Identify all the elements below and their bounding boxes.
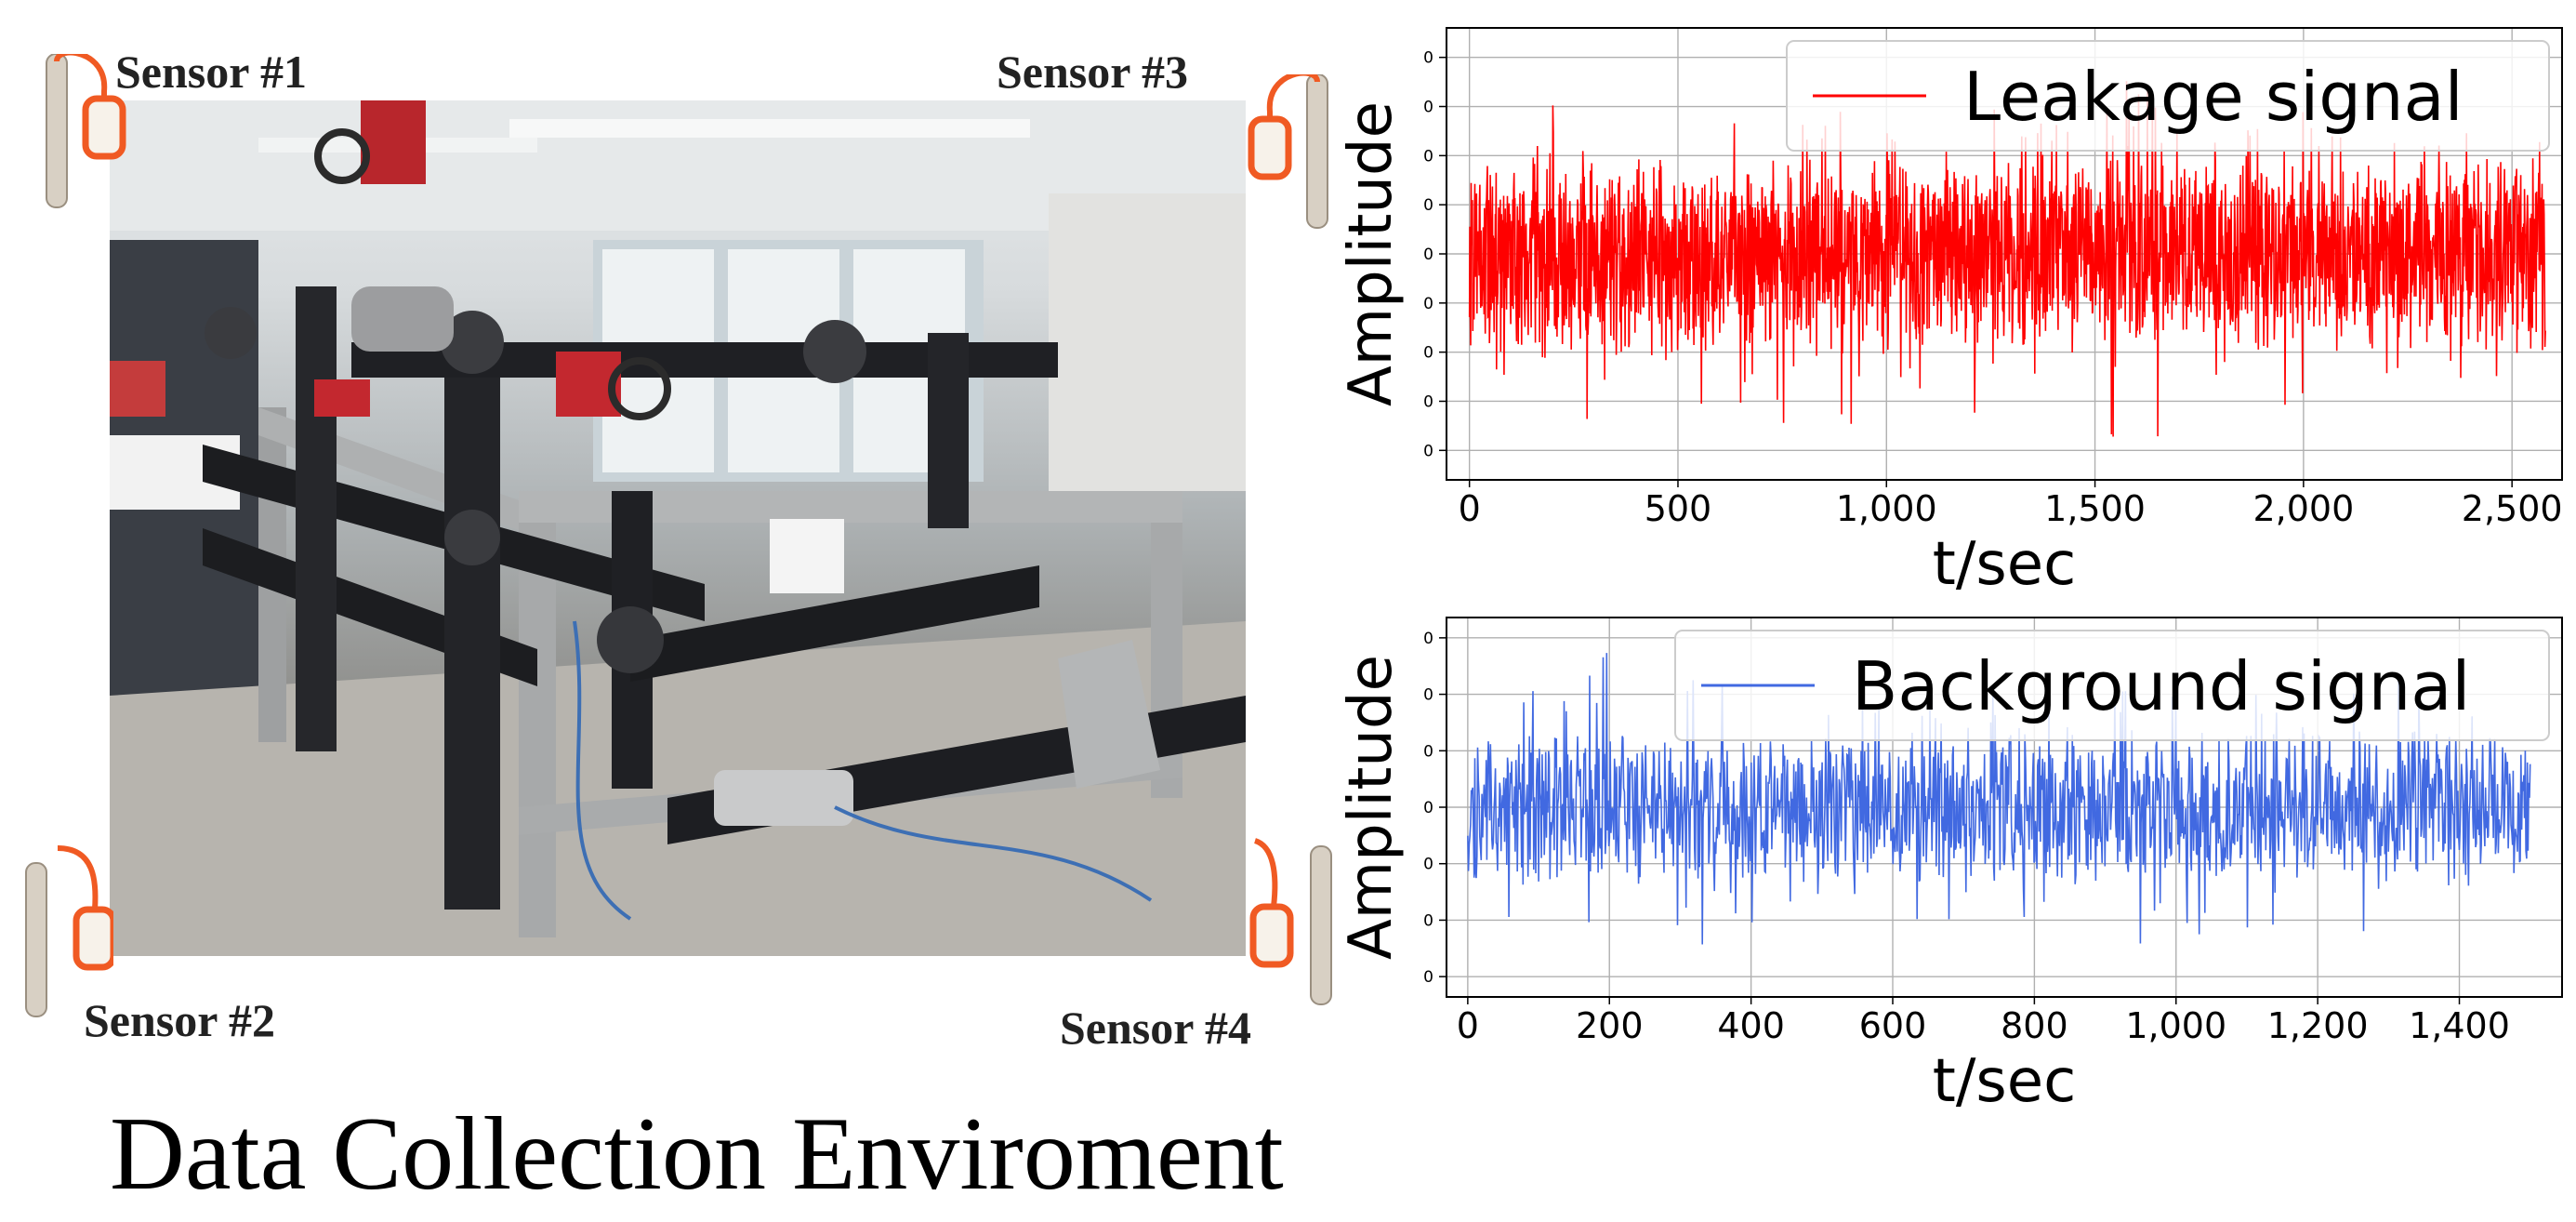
leakage-chart-legend-label: Leakage signal xyxy=(1963,58,2464,136)
leakage-chart-y-tick-label: 0 xyxy=(1423,442,1433,460)
pipe-rig-photo xyxy=(110,100,1246,956)
background-chart-y-tick-label: 0 xyxy=(1423,968,1433,987)
leakage-chart-y-tick-label: 0 xyxy=(1423,147,1433,166)
leakage-chart-y-tick-label: 0 xyxy=(1423,246,1433,264)
leakage-chart-y-tick-label: 0 xyxy=(1423,196,1433,215)
pipe-rig-illustration xyxy=(110,100,1246,956)
background-chart-y-tick-label: 0 xyxy=(1423,799,1433,817)
leakage-chart-plot-frame xyxy=(1446,27,2563,481)
background-chart-y-tick-label: 0 xyxy=(1423,911,1433,930)
leakage-chart-y-tick-label: 0 xyxy=(1423,344,1433,363)
leakage-chart-x-tick-label: 2,500 xyxy=(2462,488,2563,529)
sensor-2-label: Sensor #2 xyxy=(84,994,276,1046)
leakage-chart-x-tick-label: 500 xyxy=(1645,488,1712,529)
sensor-1-label: Sensor #1 xyxy=(115,46,308,98)
leakage-chart-y-tick-label: 0 xyxy=(1423,49,1433,68)
leakage-chart-y-axis-label: Amplitude xyxy=(1339,101,1406,406)
background-chart-x-tick-label: 0 xyxy=(1457,1005,1479,1046)
background-chart-x-tick-label: 800 xyxy=(2001,1005,2068,1046)
sensor-3-icon xyxy=(1248,74,1328,229)
leakage-chart-x-tick-label: 0 xyxy=(1459,488,1481,529)
background-signal-chart: 0 0 0 0 0 0 0 0 200 400 600 800 1,000 1,200 1,400 Backg… xyxy=(1339,617,2563,1116)
leakage-chart-y-tick-label: 0 xyxy=(1423,295,1433,313)
sensor-3-label: Sensor #3 xyxy=(997,46,1189,98)
leakage-chart-legend-box xyxy=(1786,40,2550,152)
background-chart-x-tick-label: 1,400 xyxy=(2409,1005,2510,1046)
data-collection-panel: Sensor #1 Sensor #3 Sensor #2 Sensor #4 … xyxy=(25,46,1332,1212)
background-chart-y-tick-label: 0 xyxy=(1423,630,1433,648)
background-chart-x-tick-label: 1,200 xyxy=(2267,1005,2369,1046)
leakage-chart-x-tick-label: 2,000 xyxy=(2252,488,2354,529)
leakage-chart-series-line xyxy=(1468,81,2546,437)
background-chart-x-tick-label: 1,000 xyxy=(2125,1005,2226,1046)
background-chart-x-axis-label: t/sec xyxy=(1933,1047,2077,1116)
sensor-4-icon xyxy=(1249,838,1332,1005)
background-chart-y-tick-label: 0 xyxy=(1423,742,1433,761)
panel-caption: Data Collection Enviroment xyxy=(110,1096,1284,1212)
background-chart-x-tick-label: 400 xyxy=(1717,1005,1785,1046)
background-chart-series-line xyxy=(1467,653,2531,945)
leakage-chart-y-tick-label: 0 xyxy=(1423,99,1433,117)
background-chart-x-tick-label: 200 xyxy=(1576,1005,1644,1046)
sensor-2-icon xyxy=(25,845,113,1017)
leakage-chart-x-axis-label: t/sec xyxy=(1933,530,2077,599)
background-chart-y-tick-label: 0 xyxy=(1423,856,1433,874)
background-chart-legend-box xyxy=(1674,630,2550,741)
leakage-chart-x-tick-label: 1,500 xyxy=(2044,488,2146,529)
background-chart-y-tick-label: 0 xyxy=(1423,686,1433,705)
background-chart-y-axis-label: Amplitude xyxy=(1339,655,1406,960)
leakage-chart-x-tick-label: 1,000 xyxy=(1836,488,1937,529)
background-chart-x-tick-label: 600 xyxy=(1859,1005,1927,1046)
leakage-signal-chart: 0 0 0 0 0 0 0 0 0 0 500 1,000 1,500 2,000 2,500 Leakage… xyxy=(1339,27,2563,599)
background-chart-legend-label: Background signal xyxy=(1852,647,2470,725)
leakage-chart-y-tick-label: 0 xyxy=(1423,392,1433,411)
sensor-4-label: Sensor #4 xyxy=(1060,1002,1252,1054)
background-chart-plot-frame xyxy=(1446,617,2563,998)
sensor-1-icon xyxy=(46,54,126,208)
